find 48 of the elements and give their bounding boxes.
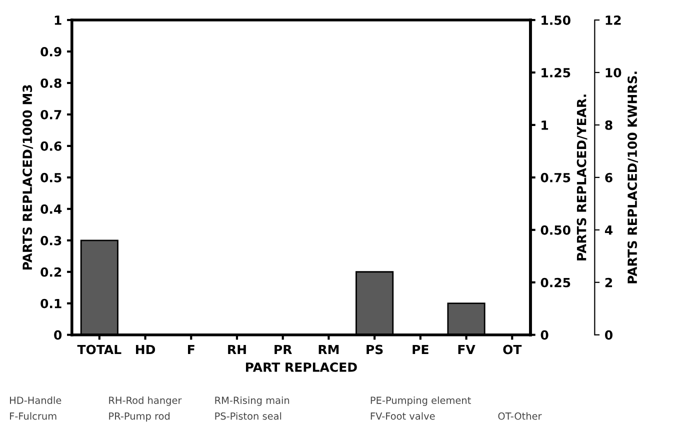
x-tick-label: FV	[458, 344, 476, 354]
y-tick-label: 0.4	[40, 204, 62, 214]
y-axis-title: PARTS REPLACED/1000 M3	[22, 85, 34, 270]
text: RM-Rising main	[215, 396, 290, 406]
text: HD-Handle	[10, 396, 62, 404]
text: PR-Pump rod	[109, 412, 170, 422]
y3-tick-label: 12	[606, 15, 621, 25]
y3-axis-title: PARTS REPLACED/100 KWHRS.	[628, 72, 638, 284]
y3-tick-label: 0	[605, 330, 613, 340]
y-tick-label: 0.7	[40, 110, 62, 120]
y-tick-label: 0.8	[40, 78, 62, 88]
x-tick-label: RH	[228, 344, 246, 354]
x-tick-label: TOTAL	[77, 344, 122, 354]
y-tick-label: 0.5	[40, 172, 62, 182]
y2-tick-label: 0	[540, 330, 548, 340]
y2-tick-label: 0.50	[540, 225, 570, 235]
text: PS-Piston seal	[215, 412, 282, 420]
text: F-Fulcrum	[10, 412, 56, 420]
y-tick-label: 0	[54, 330, 62, 340]
x-tick-label: RM	[318, 344, 339, 354]
x-tick-label: PS	[366, 344, 383, 354]
y2-axis-title: PARTS REPLACED/YEAR.	[576, 94, 588, 260]
y-tick-label: 0.3	[40, 236, 62, 246]
y3-tick-label: 10	[606, 68, 622, 78]
y3-tick-label: 4	[604, 226, 613, 235]
y2-tick-label: 1	[542, 120, 548, 130]
x-tick-label: OT	[503, 344, 522, 354]
y3-tick-label: 8	[605, 120, 612, 130]
y-tick-label: 0.2	[40, 267, 62, 277]
x-tick-label: PE	[412, 344, 428, 354]
text: RH-Rod hanger	[109, 396, 182, 406]
y-tick-label: 0.1	[40, 298, 62, 308]
y-tick-label: 1	[54, 16, 62, 25]
y-tick-label: 0.9	[40, 46, 62, 56]
y-tick-label: 0.6	[40, 141, 62, 151]
y2-tick-label: 0.75	[540, 172, 570, 182]
x-tick-label: F	[188, 344, 194, 354]
y3-tick-label: 6	[605, 172, 612, 182]
text: FV-Foot valve	[370, 412, 435, 420]
x-tick-label: HD	[136, 344, 156, 354]
x-axis-title: PART REPLACED	[246, 362, 357, 372]
x-tick-label: PR	[274, 344, 292, 354]
y3-tick-label: 2	[605, 278, 612, 288]
text: OT-Other	[498, 412, 542, 420]
y2-tick-label: 1.50	[542, 15, 570, 25]
y2-tick-label: 0.25	[540, 278, 570, 288]
text: PE-Pumping element	[370, 396, 471, 406]
y2-tick-label: 1.25	[542, 68, 570, 78]
